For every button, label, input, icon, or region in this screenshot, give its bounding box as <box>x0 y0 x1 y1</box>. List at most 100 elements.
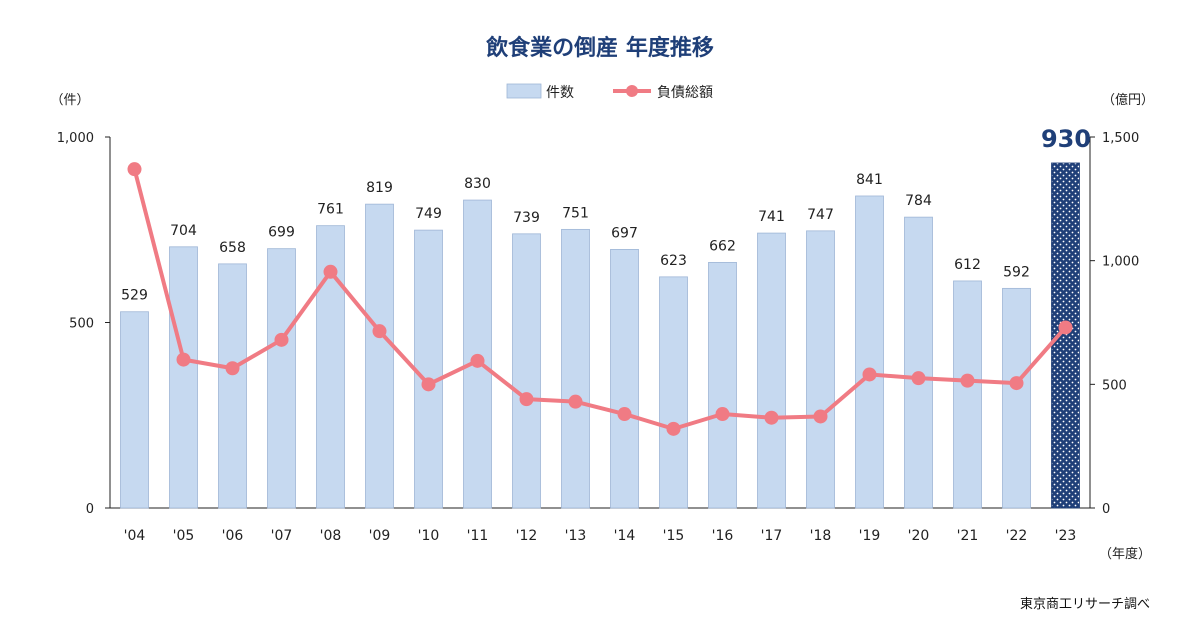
chart-title: 飲食業の倒産 年度推移 <box>485 35 714 61</box>
x-tick-label: '04 <box>124 528 146 544</box>
legend-bar-label: 件数 <box>546 85 574 101</box>
debt-point <box>323 264 338 279</box>
left-axis-unit: （件） <box>50 93 89 108</box>
debt-point <box>911 371 926 386</box>
debt-line <box>127 162 1073 436</box>
debt-line-path <box>132 168 1068 431</box>
left-tick-label: 1,000 <box>57 131 94 146</box>
bar-value-label: 830 <box>464 176 491 192</box>
bar <box>120 311 149 509</box>
bar <box>659 276 688 509</box>
x-tick-label: '21 <box>957 528 979 544</box>
x-tick-label: '08 <box>320 528 342 544</box>
bar-value-label: 658 <box>219 240 246 256</box>
x-tick-label: '05 <box>173 528 195 544</box>
x-tick-label: '09 <box>369 528 391 544</box>
left-tick-label: 500 <box>69 317 94 332</box>
debt-point <box>1009 376 1024 391</box>
x-tick-label: '12 <box>516 528 538 544</box>
bar <box>806 230 835 509</box>
right-tick-label: 1,000 <box>1102 255 1139 270</box>
bar <box>708 261 737 509</box>
debt-point <box>764 410 779 425</box>
legend-line-marker <box>626 85 638 97</box>
x-tick-label: '19 <box>859 528 881 544</box>
bar-value-label: 529 <box>121 288 148 304</box>
bar <box>169 246 198 509</box>
bar <box>365 203 394 509</box>
x-tick-labels: '04 '05 '06 '07 '08 '09 '10 '11 '12 '13 '14 '15 '16 '… <box>124 528 1077 544</box>
bar-value-label: 612 <box>954 257 981 273</box>
highlight-value-label: 930 <box>1041 125 1091 153</box>
x-tick-label: '06 <box>222 528 244 544</box>
bar-value-label: 747 <box>807 207 834 223</box>
source-note: 東京商工リサーチ調べ <box>1020 596 1150 612</box>
bar-value-label: 662 <box>709 238 736 254</box>
left-tick-label: 0 <box>86 502 94 517</box>
bar <box>561 228 590 509</box>
right-tick-label: 1,500 <box>1102 131 1139 146</box>
debt-point <box>568 394 583 409</box>
debt-point <box>274 332 289 347</box>
bar <box>610 249 639 509</box>
bar <box>218 263 247 509</box>
debt-point <box>176 352 191 367</box>
debt-point <box>862 367 877 382</box>
debt-point <box>372 324 387 339</box>
bar-value-label: 704 <box>170 223 197 239</box>
debt-point <box>715 407 730 422</box>
bar <box>267 248 296 509</box>
bar-value-label: 819 <box>366 180 393 196</box>
bar-value-label: 784 <box>905 193 932 209</box>
debt-point <box>225 361 240 376</box>
debt-point <box>519 392 534 407</box>
bar <box>953 280 982 509</box>
right-tick-label: 500 <box>1102 378 1127 393</box>
x-tick-label: '11 <box>467 528 489 544</box>
debt-point <box>960 373 975 388</box>
bar <box>512 233 541 509</box>
debt-point <box>1058 320 1073 335</box>
bar <box>1002 287 1031 509</box>
debt-point <box>470 353 485 368</box>
bar-value-label: 751 <box>562 205 589 221</box>
right-axis-unit: （億円） <box>1102 92 1154 108</box>
x-tick-label: '17 <box>761 528 783 544</box>
bar <box>1051 162 1080 509</box>
debt-point <box>127 162 142 177</box>
x-tick-label: '10 <box>418 528 440 544</box>
x-tick-label: '15 <box>663 528 685 544</box>
bar-value-label: 841 <box>856 172 883 188</box>
x-tick-label: '18 <box>810 528 832 544</box>
legend-line-label: 負債総額 <box>657 85 713 101</box>
bar-labels: 529 704 658 699 761 819 749 830 739 751 697 623 662 7… <box>121 172 1030 304</box>
x-axis-unit: （年度） <box>1099 546 1151 562</box>
debt-point <box>813 409 828 424</box>
bar <box>757 232 786 509</box>
bar-value-label: 761 <box>317 202 344 218</box>
x-tick-label: '13 <box>565 528 587 544</box>
bar-value-label: 741 <box>758 209 785 225</box>
x-tick-label: '22 <box>1006 528 1028 544</box>
debt-point <box>421 377 436 392</box>
x-tick-label: '07 <box>271 528 293 544</box>
bar <box>414 229 443 509</box>
bar-value-label: 592 <box>1003 264 1030 280</box>
x-tick-label: '20 <box>908 528 930 544</box>
x-tick-label: '16 <box>712 528 734 544</box>
bar <box>904 216 933 509</box>
bar <box>855 195 884 509</box>
bar-value-label: 749 <box>415 206 442 222</box>
bars <box>120 162 1080 509</box>
legend: 件数 負債総額 <box>506 83 713 101</box>
legend-bar-swatch <box>506 83 542 99</box>
bar-value-label: 623 <box>660 253 687 269</box>
right-tick-label: 0 <box>1102 502 1110 517</box>
x-tick-label: '14 <box>614 528 636 544</box>
debt-point <box>666 421 681 436</box>
bar-value-label: 699 <box>268 225 295 241</box>
bar-value-label: 697 <box>611 225 638 241</box>
bar-value-label: 739 <box>513 210 540 226</box>
